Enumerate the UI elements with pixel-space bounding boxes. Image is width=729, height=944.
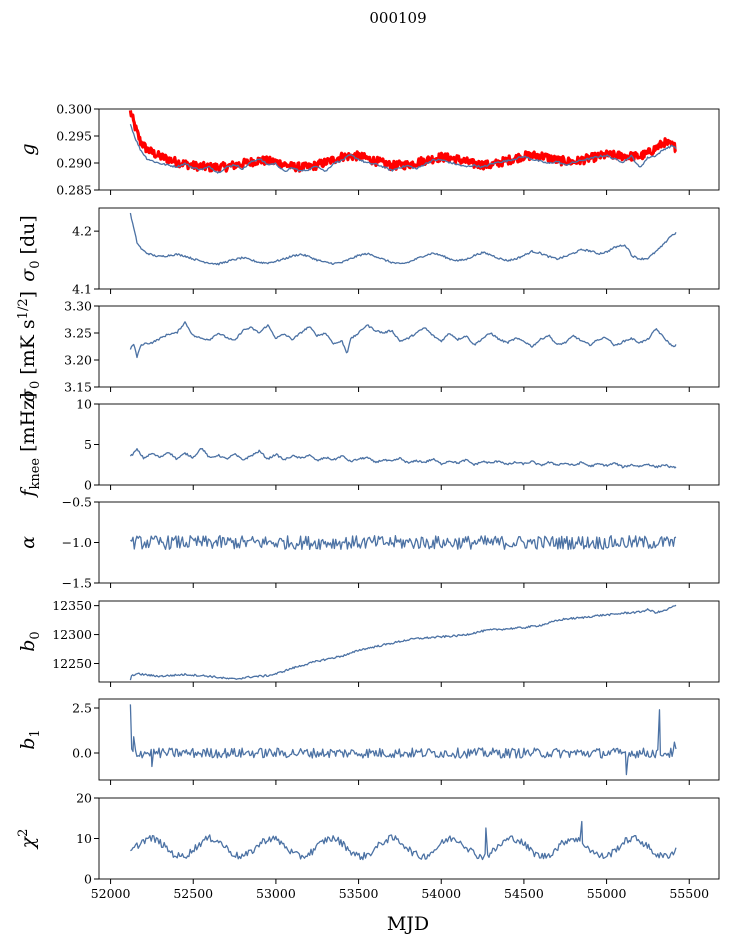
x-tick-label-7: 55500 xyxy=(669,886,709,901)
series-line-fknee-0 xyxy=(129,448,677,469)
plot-area-sigma0-du xyxy=(129,212,677,266)
plot-area-chi2 xyxy=(130,820,677,861)
plot-area-alpha xyxy=(130,534,677,551)
panel-g: 0.285 0.290 0.295 0.300 g xyxy=(17,102,720,198)
y-tick-label-b0-2: 12350 xyxy=(52,598,92,613)
plot-area-b0 xyxy=(129,604,677,681)
panel-fknee: 0 5 10 fknee [mHz] xyxy=(17,392,720,499)
x-tick-label-4: 54000 xyxy=(421,886,461,901)
y-axis-label-b0: b0 xyxy=(17,631,43,651)
y-tick-label-alpha-0: −1.5 xyxy=(62,576,92,591)
axes-frame-g xyxy=(98,108,720,191)
x-tick-label-3: 53500 xyxy=(339,886,379,901)
y-tick-label-chi2-1: 10 xyxy=(76,831,92,846)
x-tick-label-5: 54500 xyxy=(504,886,544,901)
x-tick-label-1: 52500 xyxy=(173,886,213,901)
y-tick-label-b0-1: 12300 xyxy=(52,627,92,642)
y-tick-label-sigma0-mk-3: 3.30 xyxy=(64,299,92,314)
y-tick-label-fknee-0: 0 xyxy=(84,478,92,493)
plot-area-g xyxy=(128,110,677,174)
x-tick-label-6: 55000 xyxy=(587,886,627,901)
y-tick-label-g-2: 0.295 xyxy=(56,129,92,144)
series-line-chi2-0 xyxy=(130,820,677,861)
panel-chi2: 0 10 20 52000 52500 53000 53500 54000 54500 55000… xyxy=(16,791,720,901)
panel-sigma0-mk: 3.15 3.20 3.25 3.30 σ0 [mK s1/2] xyxy=(16,291,720,402)
y-axis-label-sigma0-du: σ0 [du] xyxy=(17,215,43,282)
series-line-alpha-0 xyxy=(130,534,677,551)
panel-b1: 0.0 2.5 b1 xyxy=(17,698,720,785)
series-line-g-1 xyxy=(129,123,677,174)
axes-frame-fknee xyxy=(98,403,720,486)
y-tick-label-sigma0-du-0: 4.1 xyxy=(72,282,92,297)
y-axis-label-chi2: χ2 xyxy=(16,829,39,851)
series-line-sigma0-du-0 xyxy=(129,212,677,266)
y-axis-label-sigma0-mk: σ0 [mK s1/2] xyxy=(16,291,43,402)
axes-frame-b0 xyxy=(98,600,720,683)
axes-frame-chi2 xyxy=(98,797,720,880)
series-line-b0-0 xyxy=(129,604,677,681)
y-axis-label-b1: b1 xyxy=(17,729,43,749)
y-tick-label-alpha-1: −1.0 xyxy=(62,535,92,550)
plot-area-b1 xyxy=(129,704,677,776)
y-tick-label-g-0: 0.285 xyxy=(56,183,92,198)
y-axis-label-fknee: fknee [mHz] xyxy=(17,392,43,498)
plot-area-fknee xyxy=(129,448,677,469)
y-tick-label-b1-1: 2.5 xyxy=(72,701,92,716)
y-tick-label-sigma0-du-1: 4.2 xyxy=(72,224,92,239)
y-tick-label-sigma0-mk-1: 3.20 xyxy=(64,353,92,368)
y-tick-label-b1-0: 0.0 xyxy=(72,746,92,761)
panel-alpha: −1.5 −1.0 −0.5 α xyxy=(17,495,720,591)
y-axis-label-g: g xyxy=(17,143,39,155)
x-tick-label-2: 53000 xyxy=(256,886,296,901)
y-axis-label-alpha: α xyxy=(17,536,39,549)
axes-frame-sigma0-mk xyxy=(98,305,720,388)
y-tick-label-g-1: 0.290 xyxy=(56,156,92,171)
axes-frame-sigma0-du xyxy=(98,207,720,290)
axes-frame-b1 xyxy=(98,698,720,781)
y-tick-label-alpha-2: −0.5 xyxy=(62,495,92,510)
series-line-b1-0 xyxy=(129,704,677,776)
y-tick-label-chi2-2: 20 xyxy=(76,791,92,806)
plot-area-sigma0-mk xyxy=(129,321,677,359)
y-tick-label-fknee-1: 5 xyxy=(84,437,92,452)
y-tick-label-sigma0-mk-0: 3.15 xyxy=(64,380,92,395)
chart-title: 000109 xyxy=(369,9,426,27)
x-axis-label: MJD xyxy=(387,913,429,935)
y-tick-label-chi2-0: 0 xyxy=(84,872,92,887)
x-tick-label-0: 52000 xyxy=(91,886,131,901)
y-tick-label-sigma0-mk-2: 3.25 xyxy=(64,326,92,341)
y-tick-label-b0-0: 12250 xyxy=(52,656,92,671)
panel-sigma0-du: 4.1 4.2 σ0 [du] xyxy=(17,207,720,297)
series-line-g-0 xyxy=(128,110,677,173)
y-tick-label-fknee-2: 10 xyxy=(76,397,92,412)
panel-b0: 12250 12300 12350 b0 xyxy=(17,598,720,687)
y-tick-label-g-3: 0.300 xyxy=(56,102,92,117)
series-line-sigma0-mk-0 xyxy=(129,321,677,359)
